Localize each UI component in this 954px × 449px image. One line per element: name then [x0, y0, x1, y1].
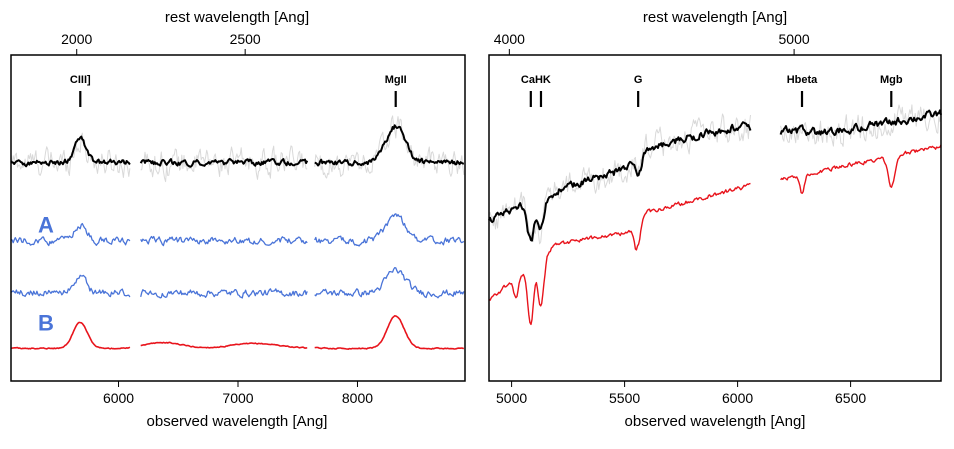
- right-bottom-tick-label-5000: 5000: [496, 390, 527, 406]
- right-bottom-tick-label-5500: 5500: [609, 390, 640, 406]
- left-panel: rest wavelength [Ang] observed wavelengt…: [10, 9, 466, 430]
- right-line-label-G: G: [634, 74, 643, 86]
- right-plot-frame: [488, 54, 942, 382]
- right-line-label-CaHK: CaHK: [521, 74, 551, 86]
- left-series-B: [10, 267, 465, 299]
- right-bottom-axis-title: observed wavelength [Ang]: [625, 413, 806, 430]
- left-line-label-CIII: CIII]: [70, 74, 91, 86]
- right-top-tick-label-5000: 5000: [779, 31, 810, 47]
- left-plot-frame: [10, 54, 466, 382]
- left-top-tick-label-2500: 2500: [230, 31, 261, 47]
- left-top-axis-title: rest wavelength [Ang]: [165, 9, 309, 26]
- left-series-model: [10, 315, 465, 350]
- series-label-A: A: [38, 213, 54, 238]
- right-panel: rest wavelength [Ang] observed wavelengt…: [488, 9, 942, 430]
- series-label-B: B: [38, 310, 54, 335]
- right-bottom-tick-label-6000: 6000: [722, 390, 753, 406]
- left-series-noise: [10, 115, 465, 183]
- right-top-axis-title: rest wavelength [Ang]: [643, 9, 787, 26]
- right-series-observed: [488, 109, 942, 242]
- left-bottom-tick-label-7000: 7000: [222, 390, 253, 406]
- right-series-model: [488, 144, 942, 326]
- left-bottom-tick-label-8000: 8000: [342, 390, 373, 406]
- left-series-A: [10, 213, 465, 247]
- right-line-label-Hbeta: Hbeta: [787, 74, 818, 86]
- right-top-tick-label-4000: 4000: [494, 31, 525, 47]
- left-top-tick-label-2000: 2000: [61, 31, 92, 47]
- right-line-label-Mgb: Mgb: [880, 74, 903, 86]
- left-line-label-MgII: MgII: [385, 74, 407, 86]
- left-series-stack: [10, 124, 464, 168]
- left-bottom-axis-title: observed wavelength [Ang]: [147, 413, 328, 430]
- left-bottom-tick-label-6000: 6000: [103, 390, 134, 406]
- right-bottom-tick-label-6500: 6500: [835, 390, 866, 406]
